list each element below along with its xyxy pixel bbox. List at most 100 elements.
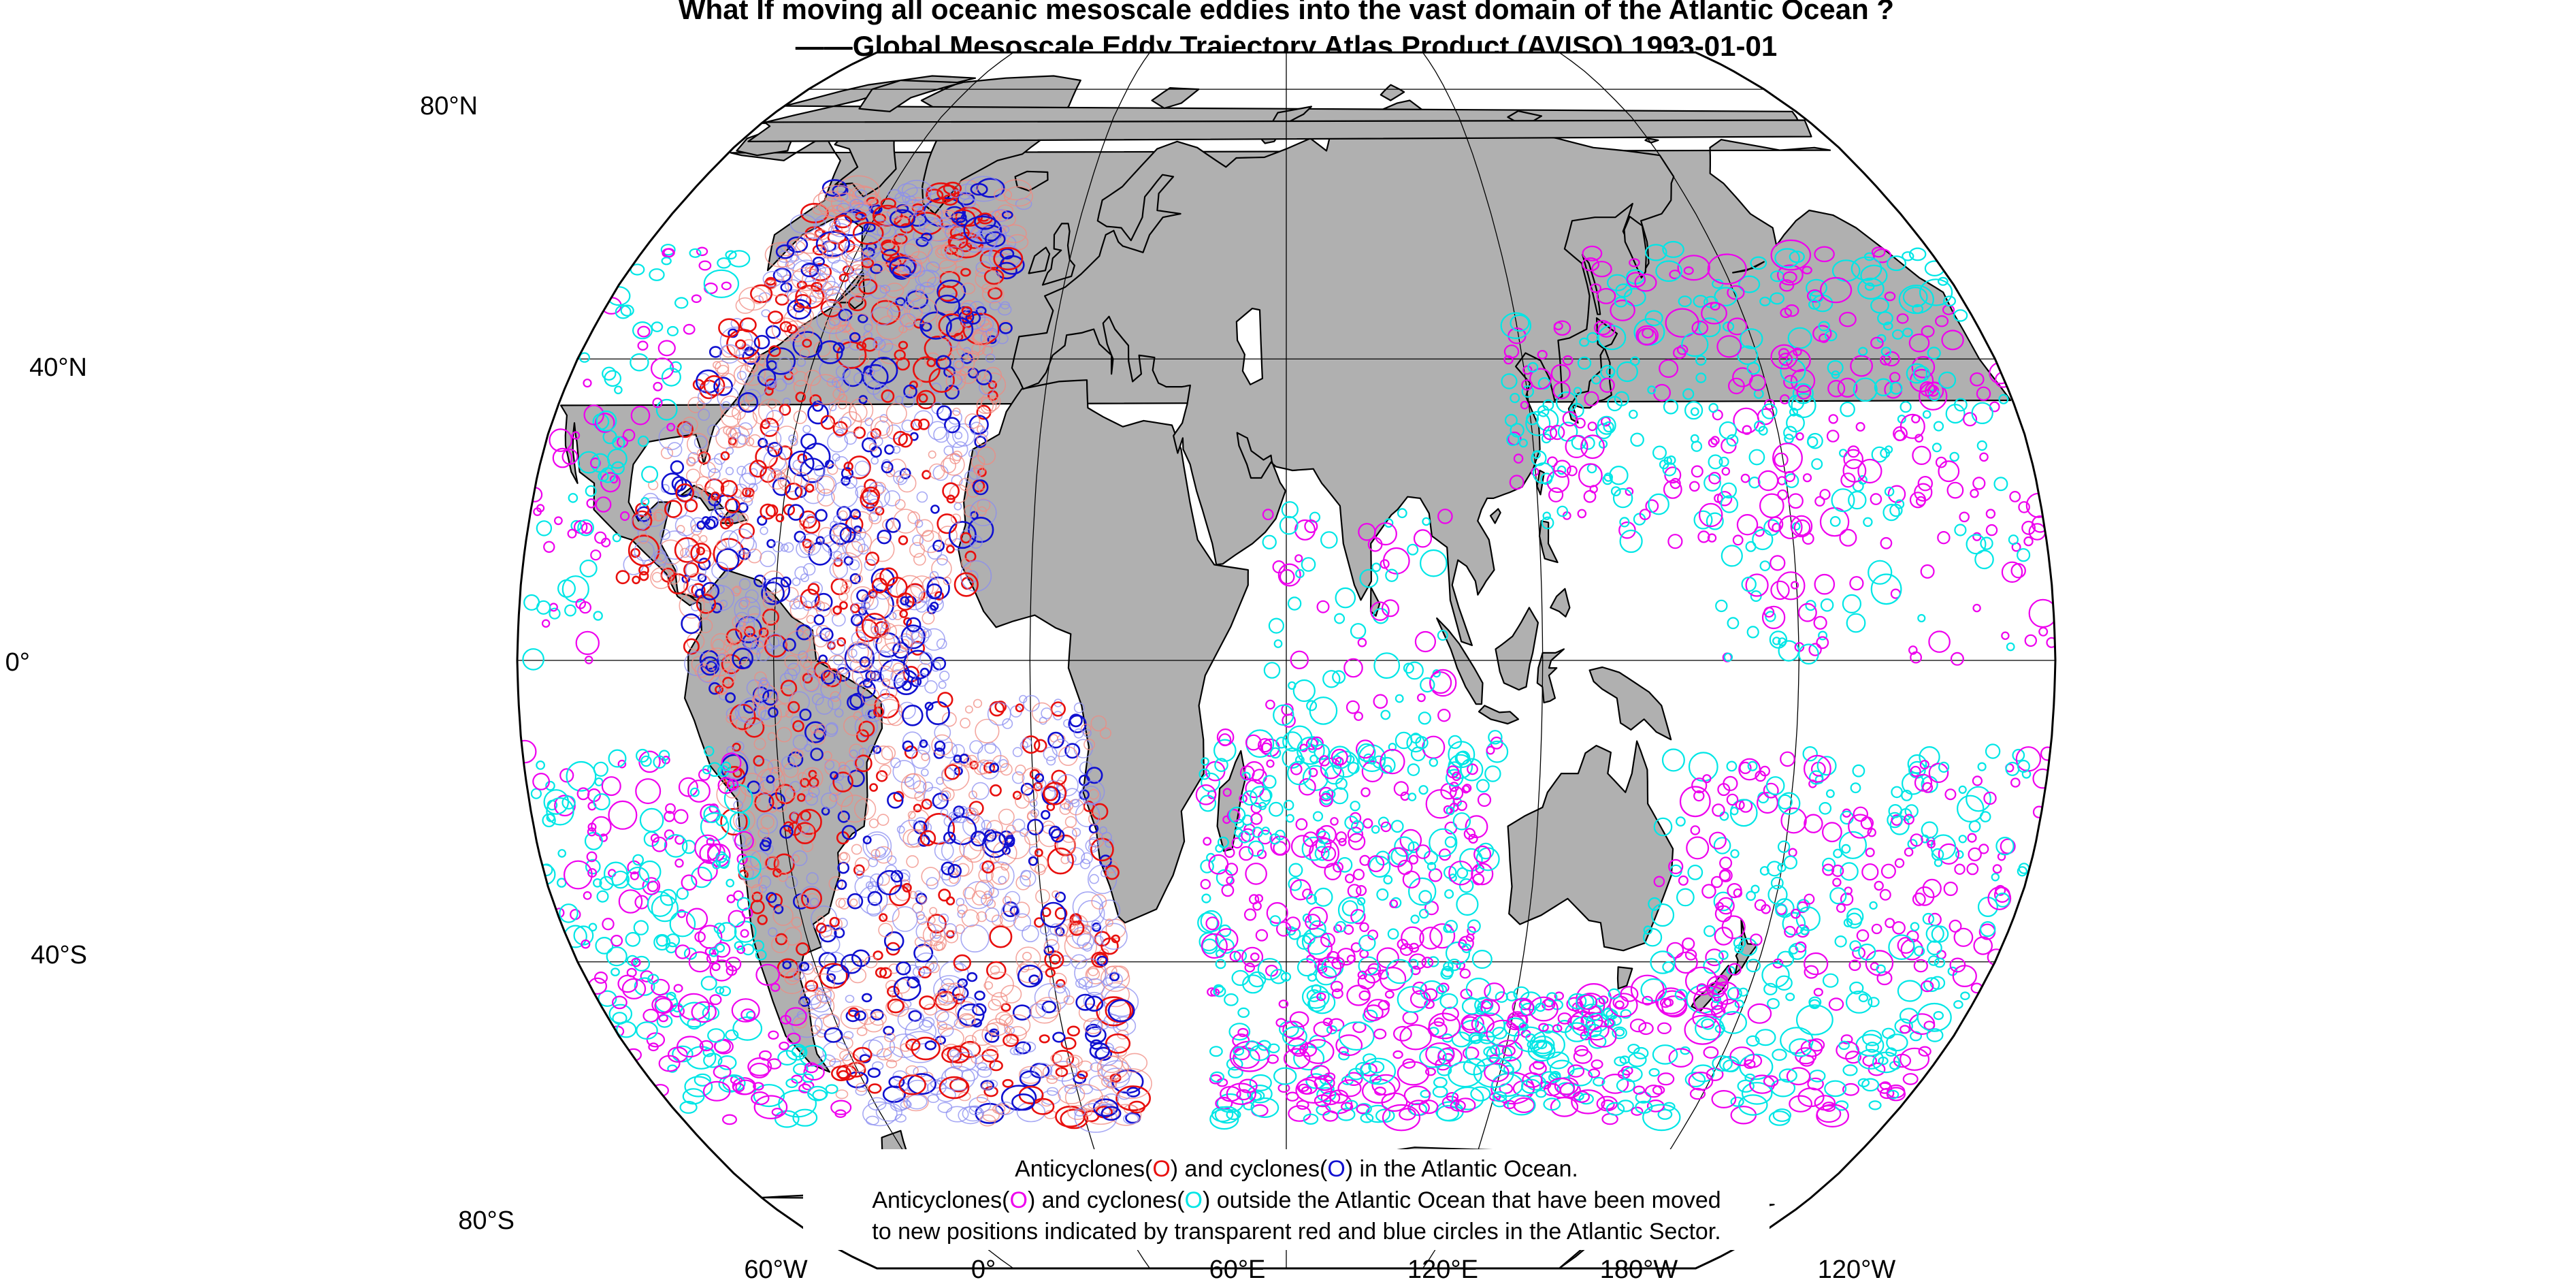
eddy-atlantic-cyclone [841,467,854,480]
eddy-moved-anticyclone [740,488,755,503]
eddy-moved-cyclone [762,579,777,594]
eddy-atlantic-cyclone [815,231,850,257]
eddy-moved-cyclone [888,611,897,620]
eddy-moved-anticyclone [775,703,789,718]
eddy-moved-cyclone [857,636,870,650]
land-kamchatka [1623,216,1647,278]
eddy-moved-anticyclone [1005,824,1016,835]
eddy-moved-cyclone [1035,778,1047,790]
eddy-moved-cyclone [762,270,783,287]
eddy-moved-cyclone [904,1019,937,1045]
eddy-moved-anticyclone [978,867,994,883]
eddy-atlantic-cyclone [932,539,945,552]
eddy-atlantic-cyclone [670,460,685,475]
eddy-atlantic-anticyclone [751,891,763,903]
eddy-moved-cyclone [853,757,864,769]
eddy-moved-cyclone [831,259,848,273]
eddy-moved-anticyclone [784,654,799,669]
eddy-moved-anticyclone [947,982,964,997]
eddy-atlantic-anticyclone [976,404,992,420]
legend-line-1-part-2: ) and cyclones( [1171,1156,1328,1182]
eddy-atlantic-anticyclone [913,356,941,383]
land-baffin [834,125,897,198]
eddy-moved-cyclone [642,492,659,510]
eddy-atlantic-anticyclone [870,428,881,439]
eddy-moved-anticyclone [1057,835,1076,855]
eddy-atlantic-anticyclone [959,1040,981,1058]
land-ellesmere [858,79,964,112]
eddy-atlantic-anticyclone [1111,934,1120,944]
eddy-moved-cyclone [738,600,749,610]
eddy-moved-cyclone [1011,771,1025,784]
eddy-moved-anticyclone [800,671,820,692]
eddy-atlantic-anticyclone [836,341,867,369]
eddy-moved-anticyclone [936,247,947,256]
eddy-atlantic-anticyclone [696,594,717,614]
eddy-moved-cyclone [1105,838,1114,848]
eddy-moved-cyclone [933,975,966,1004]
eddy-moved-cyclone [887,189,902,199]
eddy-moved-anticyclone [1081,1108,1093,1117]
eddy-moved-anticyclone [740,597,751,607]
eddy-atlantic-anticyclone [1056,979,1066,989]
eddy-moved-cyclone [923,782,933,792]
eddy-atlantic-cyclone [830,771,838,780]
eddy-moved-anticyclone [908,809,930,831]
eddy-atlantic-anticyclone [837,1070,849,1079]
eddy-moved-cyclone [1002,718,1013,729]
eddy-atlantic-anticyclone [674,537,700,563]
eddy-moved-cyclone [922,1016,935,1028]
eddy-atlantic-anticyclone [937,692,953,708]
eddy-atlantic-cyclone [966,972,978,982]
latitude-labels: 80°N 40°N 0° 40°S 80°S [5,92,515,1235]
eddy-moved-cyclone [1022,1041,1037,1053]
eddy-atlantic-cyclone [829,522,852,545]
title-line-1: What If moving all oceanic mesoscale edd… [679,0,1894,25]
eddy-atlantic-cyclone [849,573,861,585]
eddy-moved-anticyclone [800,789,813,802]
eddy-moved-cyclone [868,1097,887,1111]
eddy-atlantic-anticyclone [916,389,936,410]
eddy-atlantic-anticyclone [720,807,748,836]
eddy-atlantic-anticyclone [802,338,812,348]
eddy-moved-anticyclone [660,447,674,460]
eddy-atlantic-cyclone [834,927,845,939]
eddy-atlantic-anticyclone [858,720,875,737]
eddy-moved-anticyclone [793,410,807,424]
eddy-moved-cyclone [734,596,761,624]
eddy-moved-anticyclone [828,317,842,330]
eddy-moved-anticyclone [1051,890,1060,899]
eddy-moved-cyclone [901,419,915,433]
eddy-atlantic-cyclone [1090,1039,1103,1050]
eddy-atlantic-anticyclone [1039,1034,1050,1044]
eddy-atlantic-anticyclone [989,1060,1003,1072]
eddy-moved-cyclone [1072,891,1104,923]
land-hainan [1489,508,1501,524]
eddy-atlantic-cyclone [725,692,736,703]
legend-line-2: Anticyclones(O) and cyclones(O) outside … [872,1187,1721,1213]
eddy-atlantic-cyclone [999,248,1015,260]
eddy-moved-cyclone [1071,954,1088,969]
eddy-moved-anticyclone [737,513,747,523]
eddy-atlantic-cyclone [907,1073,937,1095]
eddy-atlantic-cyclone [764,577,791,603]
eddy-moved-cyclone [788,434,797,443]
lon-label-60w: 60°W [744,1255,807,1282]
eddy-atlantic-anticyclone [869,783,878,792]
eddy-moved-anticyclone [823,751,832,761]
eddy-atlantic-anticyclone [1047,847,1074,875]
eddy-moved-anticyclone [964,1035,977,1045]
eddy-atlantic-anticyclone [843,461,853,472]
eddy-atlantic-cyclone [934,740,946,752]
eddy-moved-anticyclone [885,1059,898,1069]
eddy-atlantic-anticyclone [994,701,1007,713]
eddy-moved-anticyclone [1002,831,1030,859]
eddy-moved-anticyclone [836,1036,853,1051]
eddy-atlantic-anticyclone [847,295,867,312]
eddy-moved-cyclone [815,696,834,715]
eddy-moved-cyclone [962,347,972,355]
eddy-moved-anticyclone [833,525,845,536]
eddy-atlantic-cyclone [924,1040,937,1051]
eddy-moved-anticyclone [874,746,894,765]
eddy-moved-anticyclone [786,969,800,982]
